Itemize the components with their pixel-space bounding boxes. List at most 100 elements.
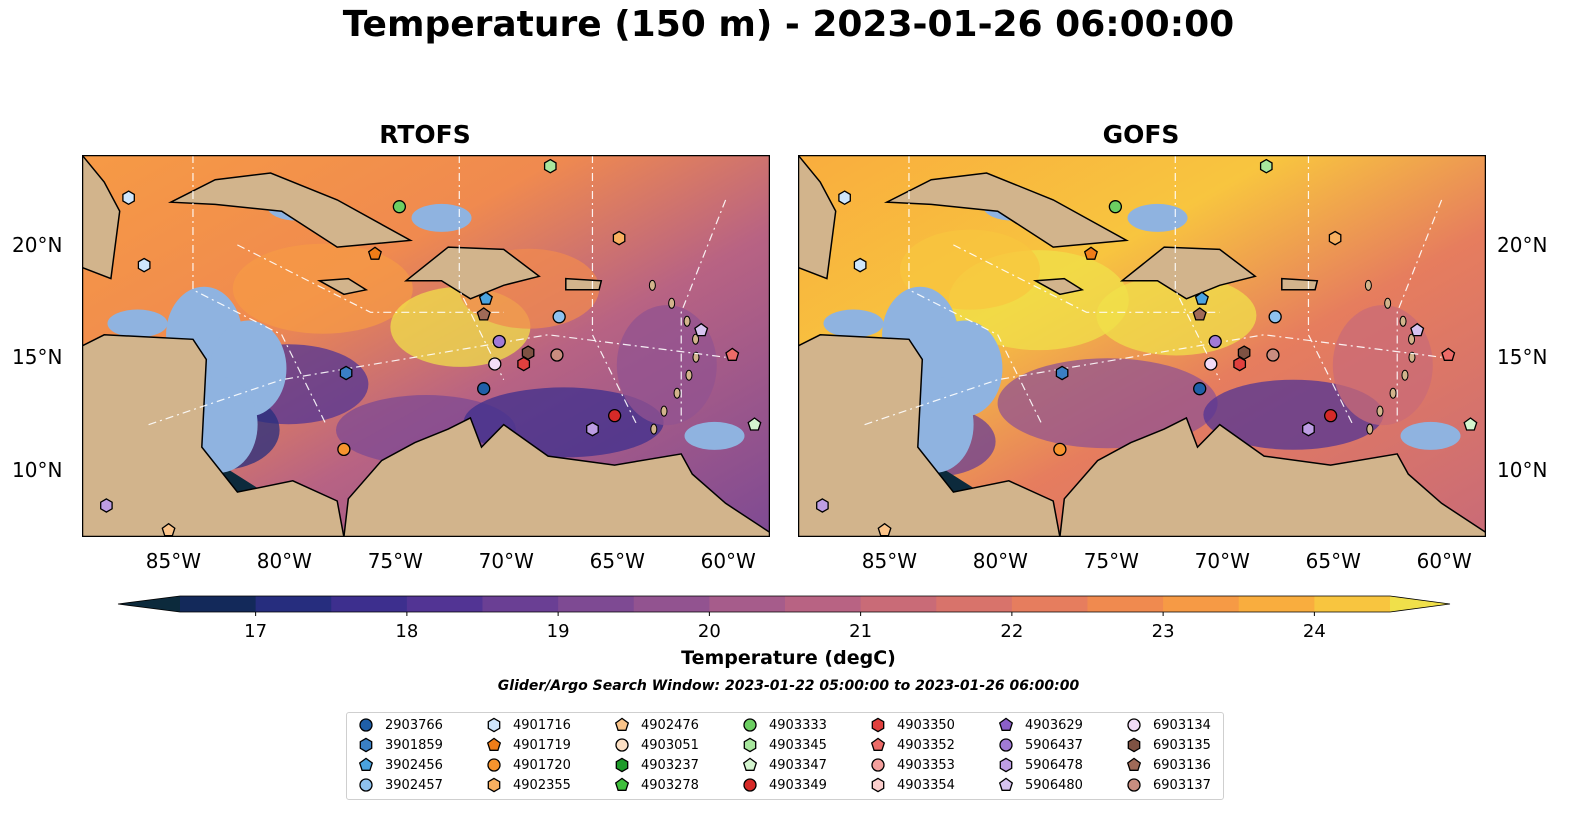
platform-marker-4903349: [1323, 409, 1338, 423]
legend-marker-circle: [1127, 778, 1141, 792]
colorbar-segment: [633, 596, 710, 612]
island: [1366, 423, 1374, 435]
island: [1408, 333, 1416, 345]
colorbar-segment: [936, 596, 1013, 612]
legend-label: 4903347: [769, 757, 827, 773]
eez-boundary: [458, 155, 505, 380]
legend-label: 6903135: [1153, 737, 1211, 753]
colorbar: [117, 595, 1451, 616]
legend-item: 6903137: [1125, 775, 1211, 795]
legend-marker-hexagon: [1127, 737, 1141, 753]
platform-marker-4902476: [161, 522, 176, 537]
colorbar-tick-label: 19: [546, 621, 570, 642]
continental-shelf: [411, 203, 472, 232]
legend-label: 2903766: [385, 717, 443, 733]
legend-marker-hexagon: [743, 737, 757, 753]
colorbar-segment: [1087, 596, 1164, 612]
puerto-rico-landmass: [1281, 277, 1319, 291]
legend-label: 4901719: [513, 737, 571, 753]
platform-marker-4903345: [1259, 158, 1273, 174]
platform-marker-4903333: [392, 200, 407, 214]
legend-label: 4903333: [769, 717, 827, 733]
colorbar-tick-label: 24: [1302, 621, 1326, 642]
platform-marker-4903347: [747, 417, 762, 431]
legend-label: 4903353: [897, 757, 955, 773]
south-america-landmass: [1059, 416, 1486, 537]
platform-marker-5906437: [1208, 334, 1222, 349]
continental-shelf: [684, 421, 745, 450]
legend-label: 4903350: [897, 717, 955, 733]
legend-label: 3901859: [385, 737, 443, 753]
legend-marker-pentagon: [358, 757, 374, 771]
legend-label: 6903136: [1153, 757, 1211, 773]
platform-marker-3902456: [1194, 291, 1209, 305]
colorbar-segment: [709, 596, 786, 612]
temperature-patch: [997, 358, 1218, 449]
legend-label: 4902476: [641, 717, 699, 733]
island: [648, 279, 656, 291]
eez-boundary: [192, 155, 327, 425]
platform-marker-3902456: [478, 291, 493, 305]
platform-marker-4903352: [725, 347, 740, 361]
legend-marker-pentagon: [870, 737, 886, 751]
eez-boundary: [908, 155, 1043, 425]
legend-item: 3901859: [357, 735, 443, 755]
colorbar-segment: [860, 596, 937, 612]
platform-marker-3901859: [339, 365, 353, 381]
colorbar-segment: [558, 596, 635, 612]
continental-shelf: [107, 309, 168, 338]
temperature-patch: [616, 305, 717, 426]
eez-boundary: [237, 244, 504, 313]
legend-marker-circle: [1127, 718, 1141, 732]
island: [692, 333, 700, 345]
lon-tick-label: 65°W: [1305, 549, 1361, 573]
temperature-patch: [1332, 305, 1433, 426]
legend-item: 2903766: [357, 715, 443, 735]
legend-label: 4903237: [641, 757, 699, 773]
legend-item: 4902355: [485, 775, 571, 795]
hispaniola-landmass: [403, 246, 541, 300]
legend-marker-pentagon: [998, 777, 1014, 791]
legend-marker-pentagon: [998, 717, 1014, 731]
platform-marker-4901719: [1083, 246, 1098, 260]
legend-item: 4901719: [485, 735, 571, 755]
legend-label: 4901720: [513, 757, 571, 773]
legend-item: 3902456: [357, 755, 443, 775]
legend-item: 4903349: [741, 775, 827, 795]
platform-marker-4901716: [853, 257, 867, 273]
legend-item: 5906480: [997, 775, 1083, 795]
legend-label: 6903137: [1153, 777, 1211, 793]
central-america-landmass: [82, 334, 345, 537]
platform-marker-6903137: [550, 348, 564, 362]
colorbar-segment: [1011, 596, 1088, 612]
lon-tick-label: 85°W: [145, 549, 201, 573]
lon-tick-label: 70°W: [478, 549, 534, 573]
platform-marker-3901859: [1055, 365, 1069, 381]
legend-marker-hexagon: [487, 777, 501, 793]
panel-title-gofs: GOFS: [1102, 120, 1180, 149]
island: [692, 351, 700, 363]
lat-tick-label-right: 10°N: [1497, 457, 1548, 482]
lon-tick-label: 85°W: [861, 549, 917, 573]
south-america-landmass: [343, 416, 770, 537]
platform-marker-4901720: [337, 442, 351, 457]
platform-marker-4901716: [137, 257, 151, 273]
lat-tick-label-left: 15°N: [12, 345, 63, 370]
platform-marker-5906480: [694, 322, 709, 337]
lon-tick-label: 80°W: [256, 549, 312, 573]
platform-legend: 2903766 3901859 3902456 3902457 4901716 49017…: [346, 712, 1224, 800]
search-window-text: Glider/Argo Search Window: 2023-01-22 05…: [497, 678, 1080, 694]
eez-boundary: [864, 334, 1442, 426]
platform-marker-5906478: [816, 498, 829, 513]
legend-marker-hexagon: [871, 777, 885, 793]
map-panel-rtofs: [82, 155, 770, 537]
hispaniola-landmass: [1119, 246, 1257, 300]
jamaica-landmass: [1032, 277, 1085, 296]
colorbar-segment: [482, 596, 559, 612]
lon-tick-label: 70°W: [1194, 549, 1250, 573]
colorbar-segment: [1238, 596, 1315, 612]
island: [685, 369, 693, 381]
legend-label: 4903354: [897, 777, 955, 793]
map-frame: [798, 155, 1486, 537]
island: [650, 423, 658, 435]
